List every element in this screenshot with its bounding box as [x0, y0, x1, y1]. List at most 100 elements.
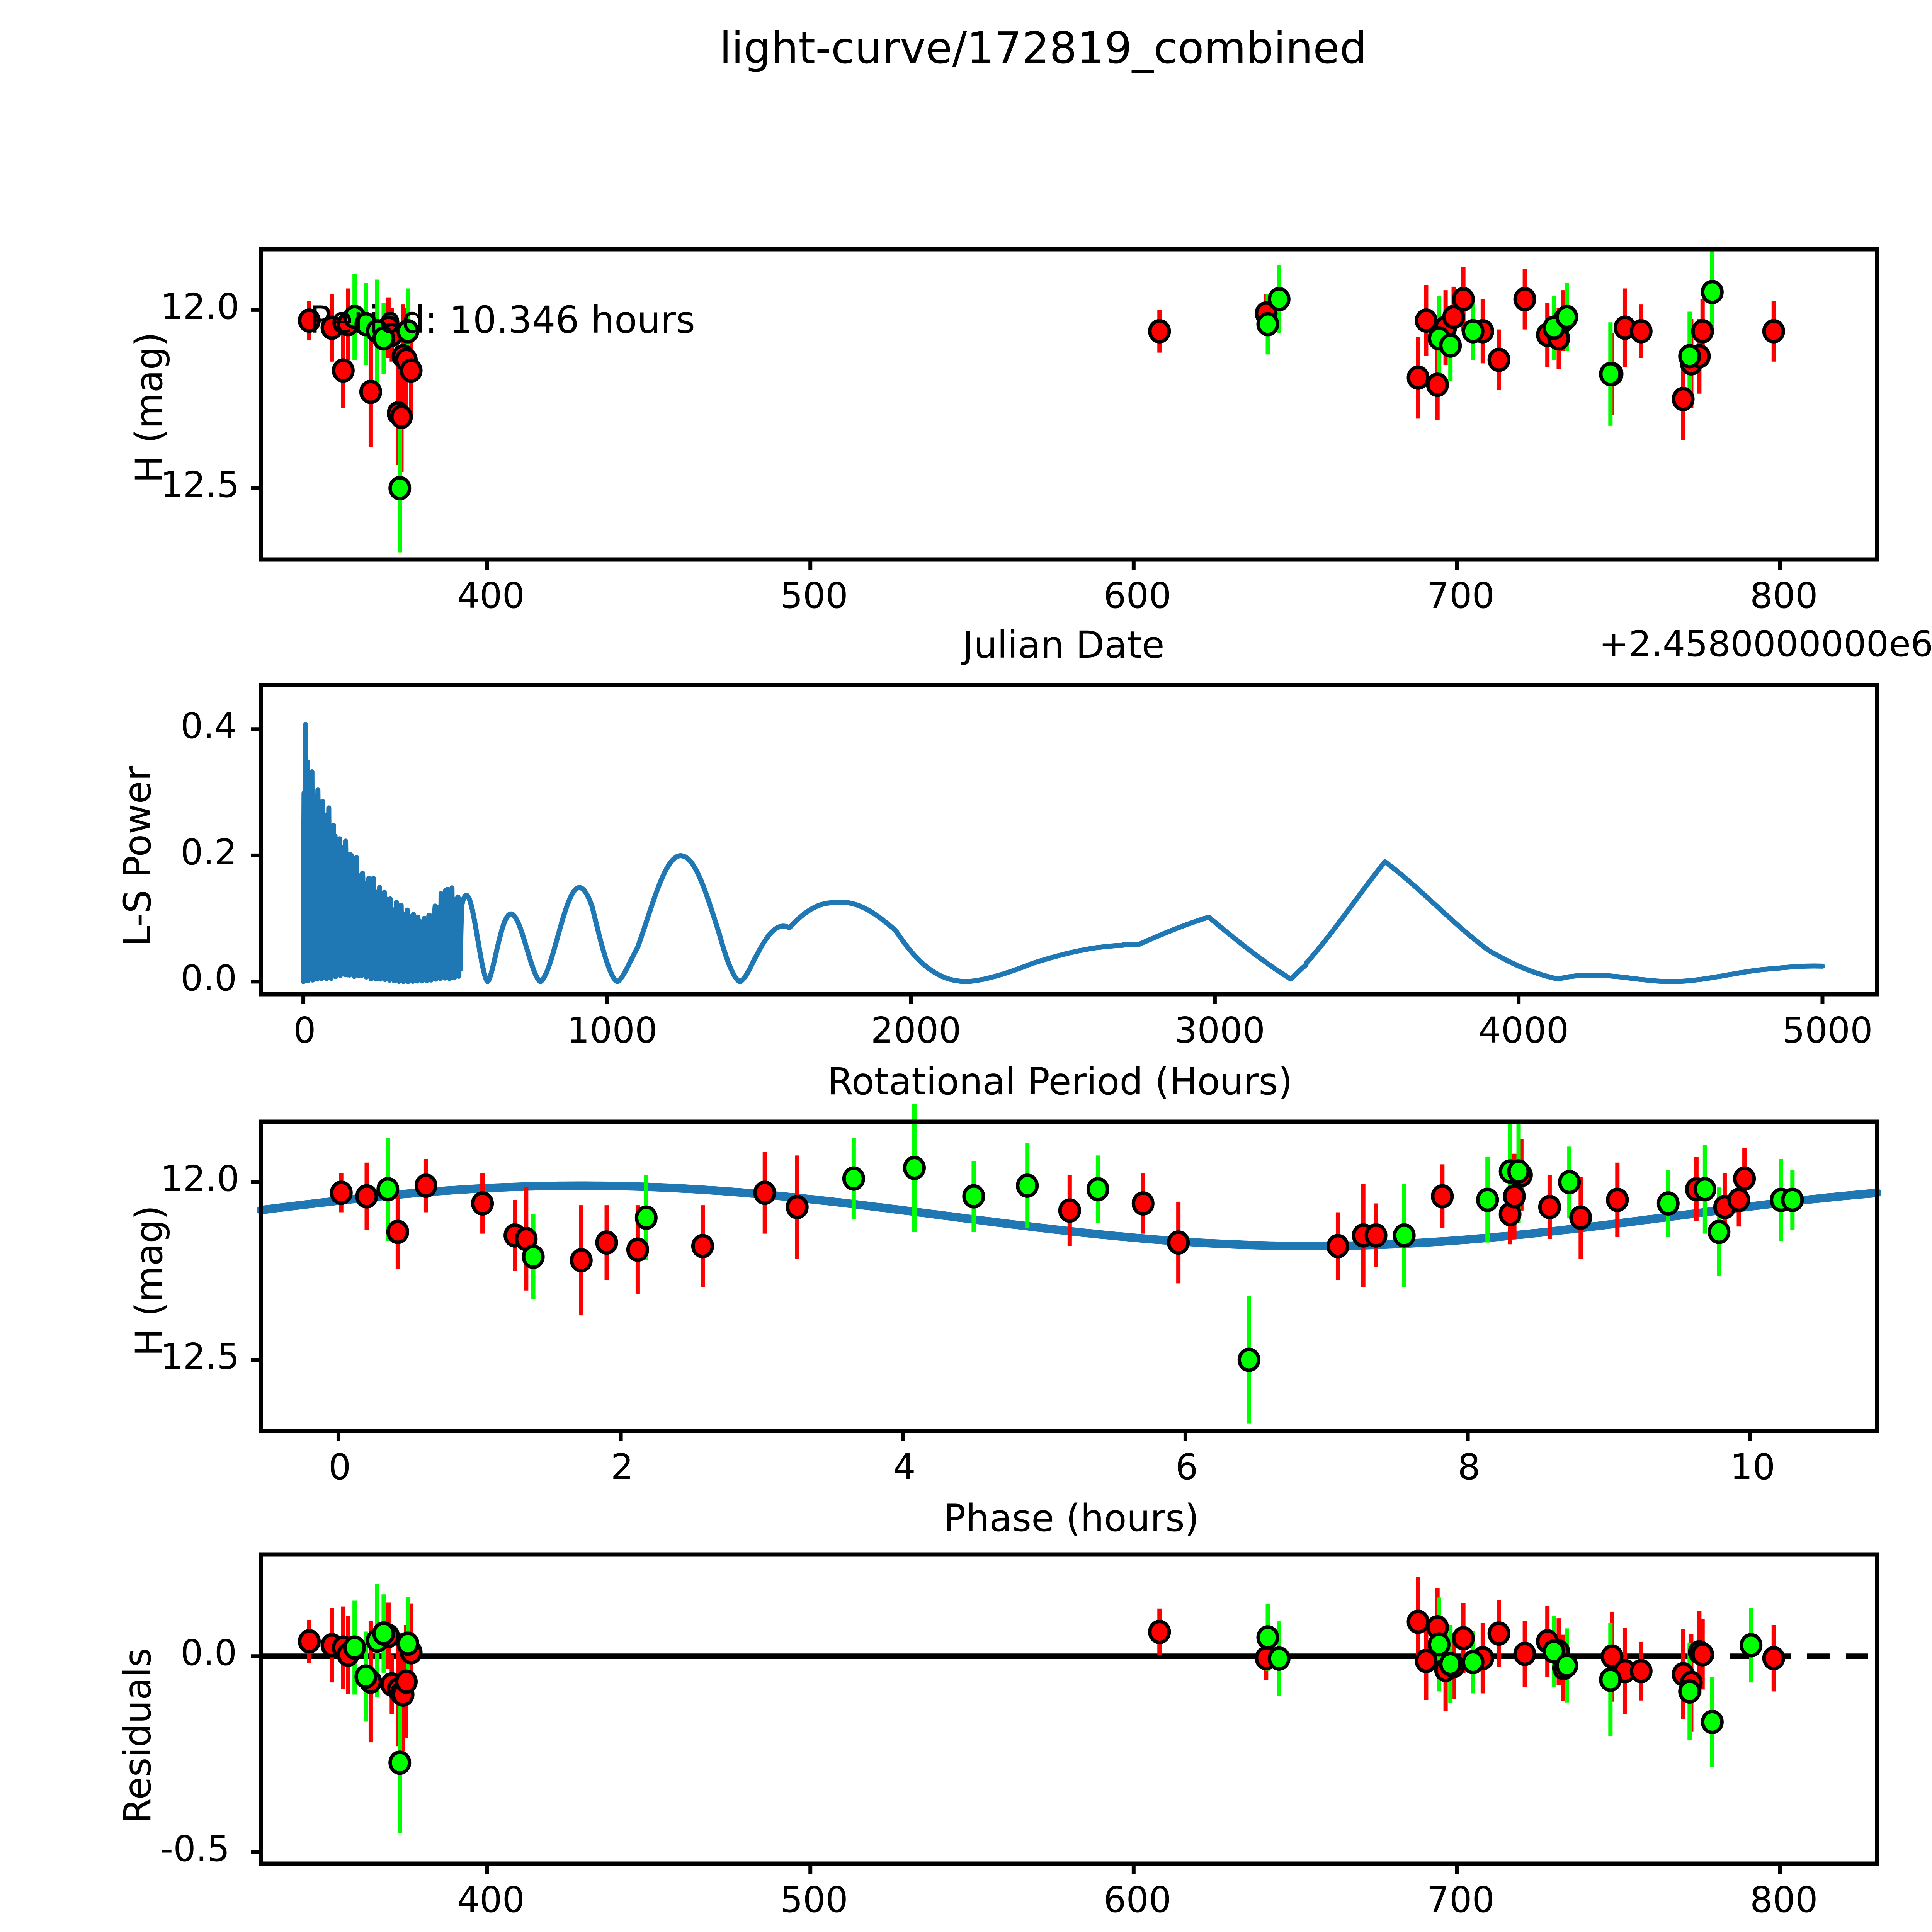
- data-point-red: [1503, 1184, 1526, 1209]
- data-point-red: [359, 379, 382, 404]
- panel-residuals-xtick-700: 700: [1427, 1879, 1495, 1920]
- axes-frame: [259, 1119, 1879, 1433]
- data-point-green: [1461, 1650, 1485, 1674]
- panel-residuals-ylabel: Residuals: [116, 1648, 159, 1824]
- data-point-red: [786, 1195, 809, 1219]
- data-point-red: [386, 1219, 409, 1244]
- panel-periodogram-xtick-2000: 2000: [871, 1010, 961, 1051]
- panel-phasefold-ylabel: H (mag): [128, 1205, 171, 1356]
- axes-frame: [259, 247, 1879, 562]
- panel-periodogram-canvas: [251, 683, 1879, 1004]
- data-point-green: [1507, 1159, 1530, 1184]
- panel-lightcurve-xtick-500: 500: [780, 575, 848, 616]
- panel-periodogram-ylabel: L-S Power: [116, 765, 159, 947]
- panel-periodogram-ytick-0.0: 0.0: [180, 957, 237, 999]
- panel-lightcurve-xtick-700: 700: [1427, 575, 1495, 616]
- data-point-green: [1740, 1633, 1763, 1658]
- panel-periodogram-xtick-4000: 4000: [1478, 1010, 1569, 1051]
- panel-residuals-ytick--0.5: -0.5: [160, 1828, 230, 1869]
- data-point-red: [1629, 319, 1653, 344]
- data-point-green: [842, 1166, 865, 1191]
- data-point-green: [522, 1244, 545, 1269]
- panel-lightcurve-xtick-600: 600: [1103, 575, 1172, 616]
- data-point-green: [396, 319, 420, 344]
- data-point-green: [1267, 287, 1291, 311]
- data-point-red: [753, 1180, 776, 1205]
- panel-residuals-xtick-500: 500: [780, 1879, 848, 1920]
- data-point-red: [1415, 308, 1438, 333]
- panel-phasefold: [251, 1104, 1881, 1441]
- data-point-green: [376, 1177, 400, 1202]
- data-point-green: [903, 1156, 926, 1180]
- panel-lightcurve-canvas: [251, 247, 1879, 570]
- data-point-red: [1148, 1620, 1171, 1645]
- data-point-green: [1427, 1632, 1451, 1657]
- data-point-red: [471, 1191, 494, 1216]
- data-point-green: [354, 1664, 378, 1689]
- data-point-green: [1393, 1223, 1416, 1248]
- panel-residuals-xlabel: Julian Date: [963, 1927, 1165, 1932]
- data-point-green: [1237, 1347, 1260, 1372]
- panel-residuals-xtick-800: 800: [1750, 1879, 1818, 1920]
- data-point-green: [1256, 1625, 1279, 1650]
- data-point-red: [332, 358, 355, 383]
- data-point-red: [1762, 1646, 1785, 1670]
- data-point-green: [372, 326, 395, 351]
- data-point-red: [1600, 1644, 1624, 1669]
- data-point-red: [1426, 372, 1449, 397]
- data-point-red: [1513, 287, 1536, 311]
- data-point-green: [396, 1631, 420, 1656]
- data-point-red: [1442, 304, 1465, 329]
- data-point-red: [1058, 1198, 1081, 1223]
- data-point-green: [962, 1184, 985, 1209]
- data-point-green: [1016, 1173, 1039, 1198]
- data-point-green: [1439, 333, 1462, 358]
- data-point-red: [1167, 1230, 1190, 1255]
- data-point-red: [1629, 1659, 1653, 1684]
- data-point-red: [330, 1180, 353, 1205]
- data-point-red: [1131, 1191, 1155, 1216]
- panel-periodogram-xtick-1000: 1000: [567, 1010, 658, 1051]
- panel-phasefold-xtick-8: 8: [1458, 1446, 1481, 1488]
- data-point-green: [1781, 1187, 1804, 1212]
- data-point-green: [1439, 1652, 1462, 1677]
- panel-lightcurve-xtick-400: 400: [457, 575, 525, 616]
- data-point-green: [1678, 1679, 1701, 1704]
- data-point-red: [1452, 287, 1475, 311]
- panel-periodogram-xlabel: Rotational Period (Hours): [827, 1060, 1293, 1103]
- panel-lightcurve-ytick-12.0: 12.0: [160, 286, 240, 327]
- panel-phasefold-xtick-6: 6: [1175, 1446, 1198, 1488]
- data-point-green: [1476, 1187, 1499, 1212]
- data-point-red: [298, 308, 321, 333]
- panel-periodogram-xtick-3000: 3000: [1174, 1010, 1265, 1051]
- data-point-green: [1558, 1170, 1581, 1194]
- panel-residuals-xtick-600: 600: [1103, 1879, 1172, 1920]
- data-point-green: [343, 1635, 366, 1660]
- data-point-red: [1406, 1609, 1430, 1634]
- panel-residuals-ytick-0.0: 0.0: [180, 1632, 237, 1674]
- data-point-red: [1762, 319, 1785, 344]
- data-point-green: [1555, 304, 1578, 329]
- data-point-green: [388, 1750, 412, 1775]
- data-point-green: [634, 1205, 658, 1230]
- panel-lightcurve-ylabel: H (mag): [128, 332, 171, 483]
- panel-lightcurve-offset-text: +2.4580000000e6: [1599, 623, 1932, 665]
- data-point-green: [372, 1621, 395, 1646]
- data-point-green: [1599, 362, 1622, 386]
- data-point-red: [390, 405, 413, 429]
- panel-phasefold-xtick-4: 4: [893, 1446, 916, 1488]
- data-point-green: [1701, 1709, 1724, 1734]
- data-point-green: [1708, 1219, 1731, 1244]
- data-point-red: [626, 1237, 649, 1262]
- axes-frame: [259, 683, 1879, 997]
- panel-lightcurve-xtick-800: 800: [1750, 575, 1818, 616]
- panel-phasefold-ytick-12.5: 12.5: [160, 1336, 240, 1378]
- panel-lightcurve: [251, 247, 1879, 570]
- data-point-red: [1364, 1223, 1388, 1248]
- panel-phasefold-xlabel: Phase (hours): [943, 1497, 1199, 1540]
- panel-lightcurve-xlabel: Julian Date: [963, 623, 1165, 667]
- data-point-green: [1461, 319, 1485, 344]
- panel-periodogram: [251, 683, 1879, 1004]
- panel-periodogram-ytick-0.2: 0.2: [180, 831, 237, 873]
- data-point-red: [395, 1669, 418, 1694]
